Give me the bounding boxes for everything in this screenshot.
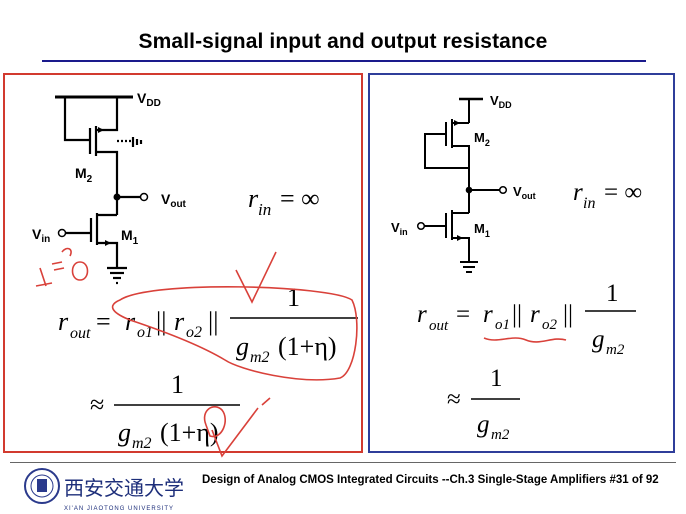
right-m1-label: M1 xyxy=(474,221,490,239)
svg-text:≈: ≈ xyxy=(90,390,104,419)
svg-text:out: out xyxy=(429,318,449,334)
left-panel xyxy=(3,73,363,453)
right-labels: VDD M2 Vout Vin M1 xyxy=(391,93,536,239)
right-panel xyxy=(368,73,675,453)
annotation-eta-circle xyxy=(203,406,226,438)
svg-text:r: r xyxy=(573,179,583,206)
svg-text:(1+η): (1+η) xyxy=(278,332,337,361)
svg-text:o1: o1 xyxy=(495,317,510,333)
right-out-node xyxy=(465,186,473,194)
annotation-checkmark-bottom xyxy=(211,407,259,458)
svg-text:o2: o2 xyxy=(186,324,202,341)
left-rout-equation: r out = r o1 || r o2 || 1 g m2 (1+η) xyxy=(58,283,337,366)
left-out-terminal xyxy=(139,192,149,202)
svg-text:r: r xyxy=(417,301,427,328)
svg-text:r: r xyxy=(530,301,540,328)
annotation-checkmark-top xyxy=(235,251,277,304)
left-vin-label: Vin xyxy=(32,226,50,245)
svg-text:g: g xyxy=(236,332,249,361)
svg-text:=: = xyxy=(456,301,470,328)
left-circuit xyxy=(55,95,143,285)
svg-text:(1+η): (1+η) xyxy=(160,418,219,447)
right-approx-equation: ≈ 1 g m2 xyxy=(447,365,510,443)
svg-text:||: || xyxy=(563,301,573,328)
svg-text:o2: o2 xyxy=(542,317,558,333)
right-m2-label: M2 xyxy=(474,130,490,148)
annotation-zero xyxy=(71,261,89,281)
annotation-oval xyxy=(111,286,358,381)
left-m1-arrow xyxy=(105,240,111,246)
right-m2-arrow xyxy=(454,120,460,126)
left-vout-label: Vout xyxy=(161,191,187,210)
svg-text:g: g xyxy=(118,418,131,447)
svg-text:g: g xyxy=(592,326,605,353)
svg-text:o1: o1 xyxy=(137,324,153,341)
svg-text:r: r xyxy=(58,307,69,336)
svg-text:in: in xyxy=(258,200,271,219)
svg-text:out: out xyxy=(70,325,91,342)
right-vout-label: Vout xyxy=(513,184,536,201)
right-vin-label: Vin xyxy=(391,220,408,237)
right-out-terminal xyxy=(498,185,508,195)
svg-text:m2: m2 xyxy=(606,342,625,358)
right-vdd-label: VDD xyxy=(490,93,512,110)
svg-text:g: g xyxy=(477,411,490,438)
left-m1-label: M1 xyxy=(121,227,139,247)
svg-text:||: || xyxy=(156,307,166,336)
left-out-node xyxy=(113,193,121,201)
svg-text:||: || xyxy=(208,307,218,336)
university-name-cn: 西安交通大学 xyxy=(64,476,184,500)
university-seal xyxy=(24,468,60,504)
svg-text:1: 1 xyxy=(287,283,300,312)
right-m1-arrow xyxy=(457,235,463,241)
right-rout-equation: r out = r o1 || r o2 || 1 g m2 xyxy=(417,280,625,358)
svg-text:in: in xyxy=(583,195,595,212)
svg-text:r: r xyxy=(483,301,493,328)
svg-text:=: = xyxy=(96,307,111,336)
annotation-underline xyxy=(483,337,567,343)
left-rin-equation: r in = ∞ xyxy=(248,184,320,219)
svg-text:r: r xyxy=(248,184,259,213)
svg-text:r: r xyxy=(174,307,185,336)
left-m2-arrow xyxy=(98,127,104,133)
svg-text:||: || xyxy=(512,301,522,328)
svg-text:m2: m2 xyxy=(491,427,510,443)
left-in-terminal xyxy=(57,228,67,238)
svg-text:1: 1 xyxy=(171,370,184,399)
university-name-en: XI'AN JIAOTONG UNIVERSITY xyxy=(64,506,174,512)
svg-text:≈: ≈ xyxy=(447,386,461,413)
right-rin-equation: r in = ∞ xyxy=(573,179,642,212)
svg-text:m2: m2 xyxy=(132,435,152,452)
annotation-i-letter xyxy=(39,267,47,287)
svg-text:= ∞: = ∞ xyxy=(604,179,642,206)
title-divider xyxy=(42,60,646,62)
annotation-equals xyxy=(51,261,65,271)
right-in-terminal xyxy=(416,221,426,231)
left-m2-label: M2 xyxy=(75,165,93,185)
svg-text:m2: m2 xyxy=(250,349,270,366)
svg-text:1: 1 xyxy=(606,280,619,307)
left-approx-equation: ≈ 1 g m2 (1+η) xyxy=(90,370,219,452)
handwritten-annotations xyxy=(35,247,567,458)
slide-title: Small-signal input and output resistance xyxy=(138,30,548,53)
left-vdd-label: VDD xyxy=(137,90,161,109)
footer-text: Design of Analog CMOS Integrated Circuit… xyxy=(202,474,659,486)
svg-text:r: r xyxy=(125,307,136,336)
right-circuit xyxy=(424,97,500,273)
footer-divider xyxy=(10,462,676,463)
left-labels: VDD M2 Vout Vin M1 xyxy=(32,90,187,247)
svg-text:1: 1 xyxy=(490,365,503,392)
svg-text:= ∞: = ∞ xyxy=(280,184,320,213)
